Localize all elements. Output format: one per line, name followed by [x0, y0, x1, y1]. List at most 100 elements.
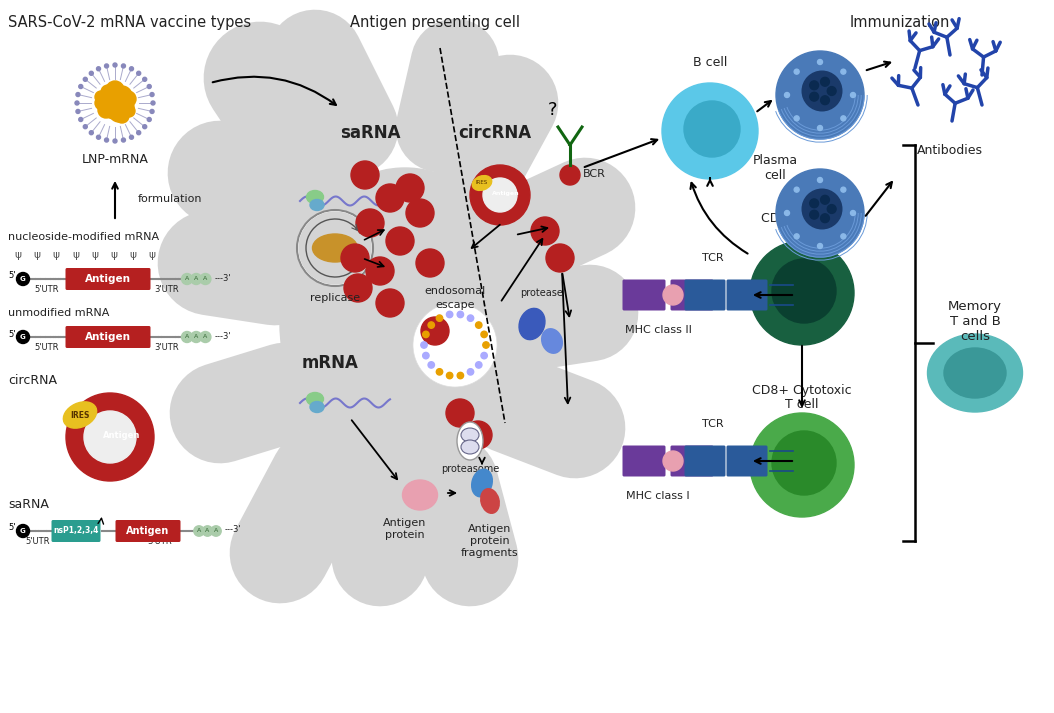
Ellipse shape — [307, 392, 324, 406]
Text: ψ: ψ — [149, 250, 156, 260]
Circle shape — [66, 393, 154, 481]
Circle shape — [447, 372, 453, 379]
Ellipse shape — [312, 234, 357, 262]
Circle shape — [560, 165, 580, 185]
Circle shape — [821, 78, 829, 86]
Ellipse shape — [542, 329, 563, 353]
Circle shape — [413, 303, 497, 387]
FancyBboxPatch shape — [726, 279, 767, 310]
Circle shape — [818, 125, 822, 130]
Circle shape — [447, 312, 453, 318]
Circle shape — [483, 342, 489, 348]
Circle shape — [121, 64, 125, 68]
Text: circRNA: circRNA — [458, 124, 531, 142]
Circle shape — [794, 234, 799, 239]
Ellipse shape — [307, 190, 324, 203]
Text: ψ: ψ — [15, 250, 21, 260]
Circle shape — [436, 369, 443, 375]
Circle shape — [784, 210, 789, 215]
Text: proteasome: proteasome — [441, 464, 500, 474]
Circle shape — [79, 85, 83, 88]
Circle shape — [809, 199, 819, 207]
Circle shape — [17, 525, 30, 538]
Circle shape — [821, 214, 829, 222]
Circle shape — [784, 93, 789, 98]
FancyBboxPatch shape — [116, 520, 180, 542]
Text: IRES: IRES — [475, 180, 488, 185]
Text: unmodified mRNA: unmodified mRNA — [8, 308, 110, 318]
Text: CD8+ Cytotoxic: CD8+ Cytotoxic — [753, 384, 852, 397]
Text: endosomal: endosomal — [425, 286, 486, 296]
Circle shape — [200, 274, 211, 284]
Circle shape — [546, 244, 574, 272]
Circle shape — [344, 274, 372, 302]
Circle shape — [351, 161, 379, 189]
Circle shape — [776, 169, 864, 257]
Text: ψ: ψ — [72, 250, 79, 260]
Circle shape — [150, 93, 154, 96]
Circle shape — [750, 413, 854, 517]
Circle shape — [79, 118, 83, 121]
Text: 3'UTR: 3'UTR — [148, 537, 172, 546]
Text: Plasma
cell: Plasma cell — [753, 154, 798, 182]
Circle shape — [841, 188, 845, 193]
Text: CD4+ Helper: CD4+ Helper — [761, 212, 843, 225]
Ellipse shape — [519, 308, 545, 339]
Circle shape — [299, 212, 371, 284]
Text: Antigen: Antigen — [492, 190, 520, 195]
Text: A: A — [184, 277, 189, 282]
Circle shape — [106, 81, 124, 99]
Circle shape — [794, 116, 799, 120]
Circle shape — [150, 110, 154, 113]
Text: Antibodies: Antibodies — [917, 145, 983, 158]
Text: A: A — [184, 334, 189, 339]
Circle shape — [17, 331, 30, 344]
Text: G: G — [20, 528, 26, 534]
Text: ψ: ψ — [91, 250, 98, 260]
Circle shape — [663, 451, 683, 471]
Ellipse shape — [928, 334, 1022, 412]
Text: A: A — [203, 334, 208, 339]
FancyBboxPatch shape — [726, 446, 767, 476]
Circle shape — [684, 101, 740, 157]
Text: A: A — [197, 528, 201, 533]
Text: Immunization: Immunization — [850, 15, 951, 30]
Circle shape — [130, 67, 134, 71]
Circle shape — [95, 91, 108, 103]
Text: formulation: formulation — [138, 194, 202, 204]
Text: nsP1,2,3,4: nsP1,2,3,4 — [54, 526, 99, 535]
Ellipse shape — [310, 401, 324, 413]
Circle shape — [802, 189, 842, 229]
Circle shape — [483, 178, 518, 212]
Circle shape — [84, 411, 136, 463]
Text: TCR: TCR — [702, 253, 724, 263]
Circle shape — [772, 431, 836, 495]
Circle shape — [202, 525, 213, 536]
Circle shape — [211, 525, 221, 536]
Circle shape — [457, 312, 464, 318]
Text: B cell: B cell — [692, 56, 727, 69]
Circle shape — [151, 101, 155, 105]
Circle shape — [181, 332, 193, 342]
Circle shape — [809, 92, 819, 101]
Circle shape — [818, 59, 822, 64]
Ellipse shape — [472, 175, 492, 190]
Circle shape — [97, 67, 100, 71]
Circle shape — [101, 85, 115, 99]
Circle shape — [194, 525, 204, 536]
Text: Antigen: Antigen — [126, 526, 170, 536]
Circle shape — [75, 101, 79, 105]
Circle shape — [113, 63, 117, 67]
Circle shape — [421, 317, 449, 345]
Circle shape — [341, 244, 369, 272]
Circle shape — [76, 110, 80, 113]
Text: ---3': ---3' — [215, 274, 232, 282]
Circle shape — [827, 205, 836, 213]
Text: A: A — [203, 277, 208, 282]
Text: replicase: replicase — [310, 293, 360, 303]
Circle shape — [104, 64, 109, 68]
Circle shape — [421, 342, 427, 348]
Circle shape — [481, 352, 487, 359]
Circle shape — [851, 93, 856, 98]
Circle shape — [97, 90, 115, 108]
